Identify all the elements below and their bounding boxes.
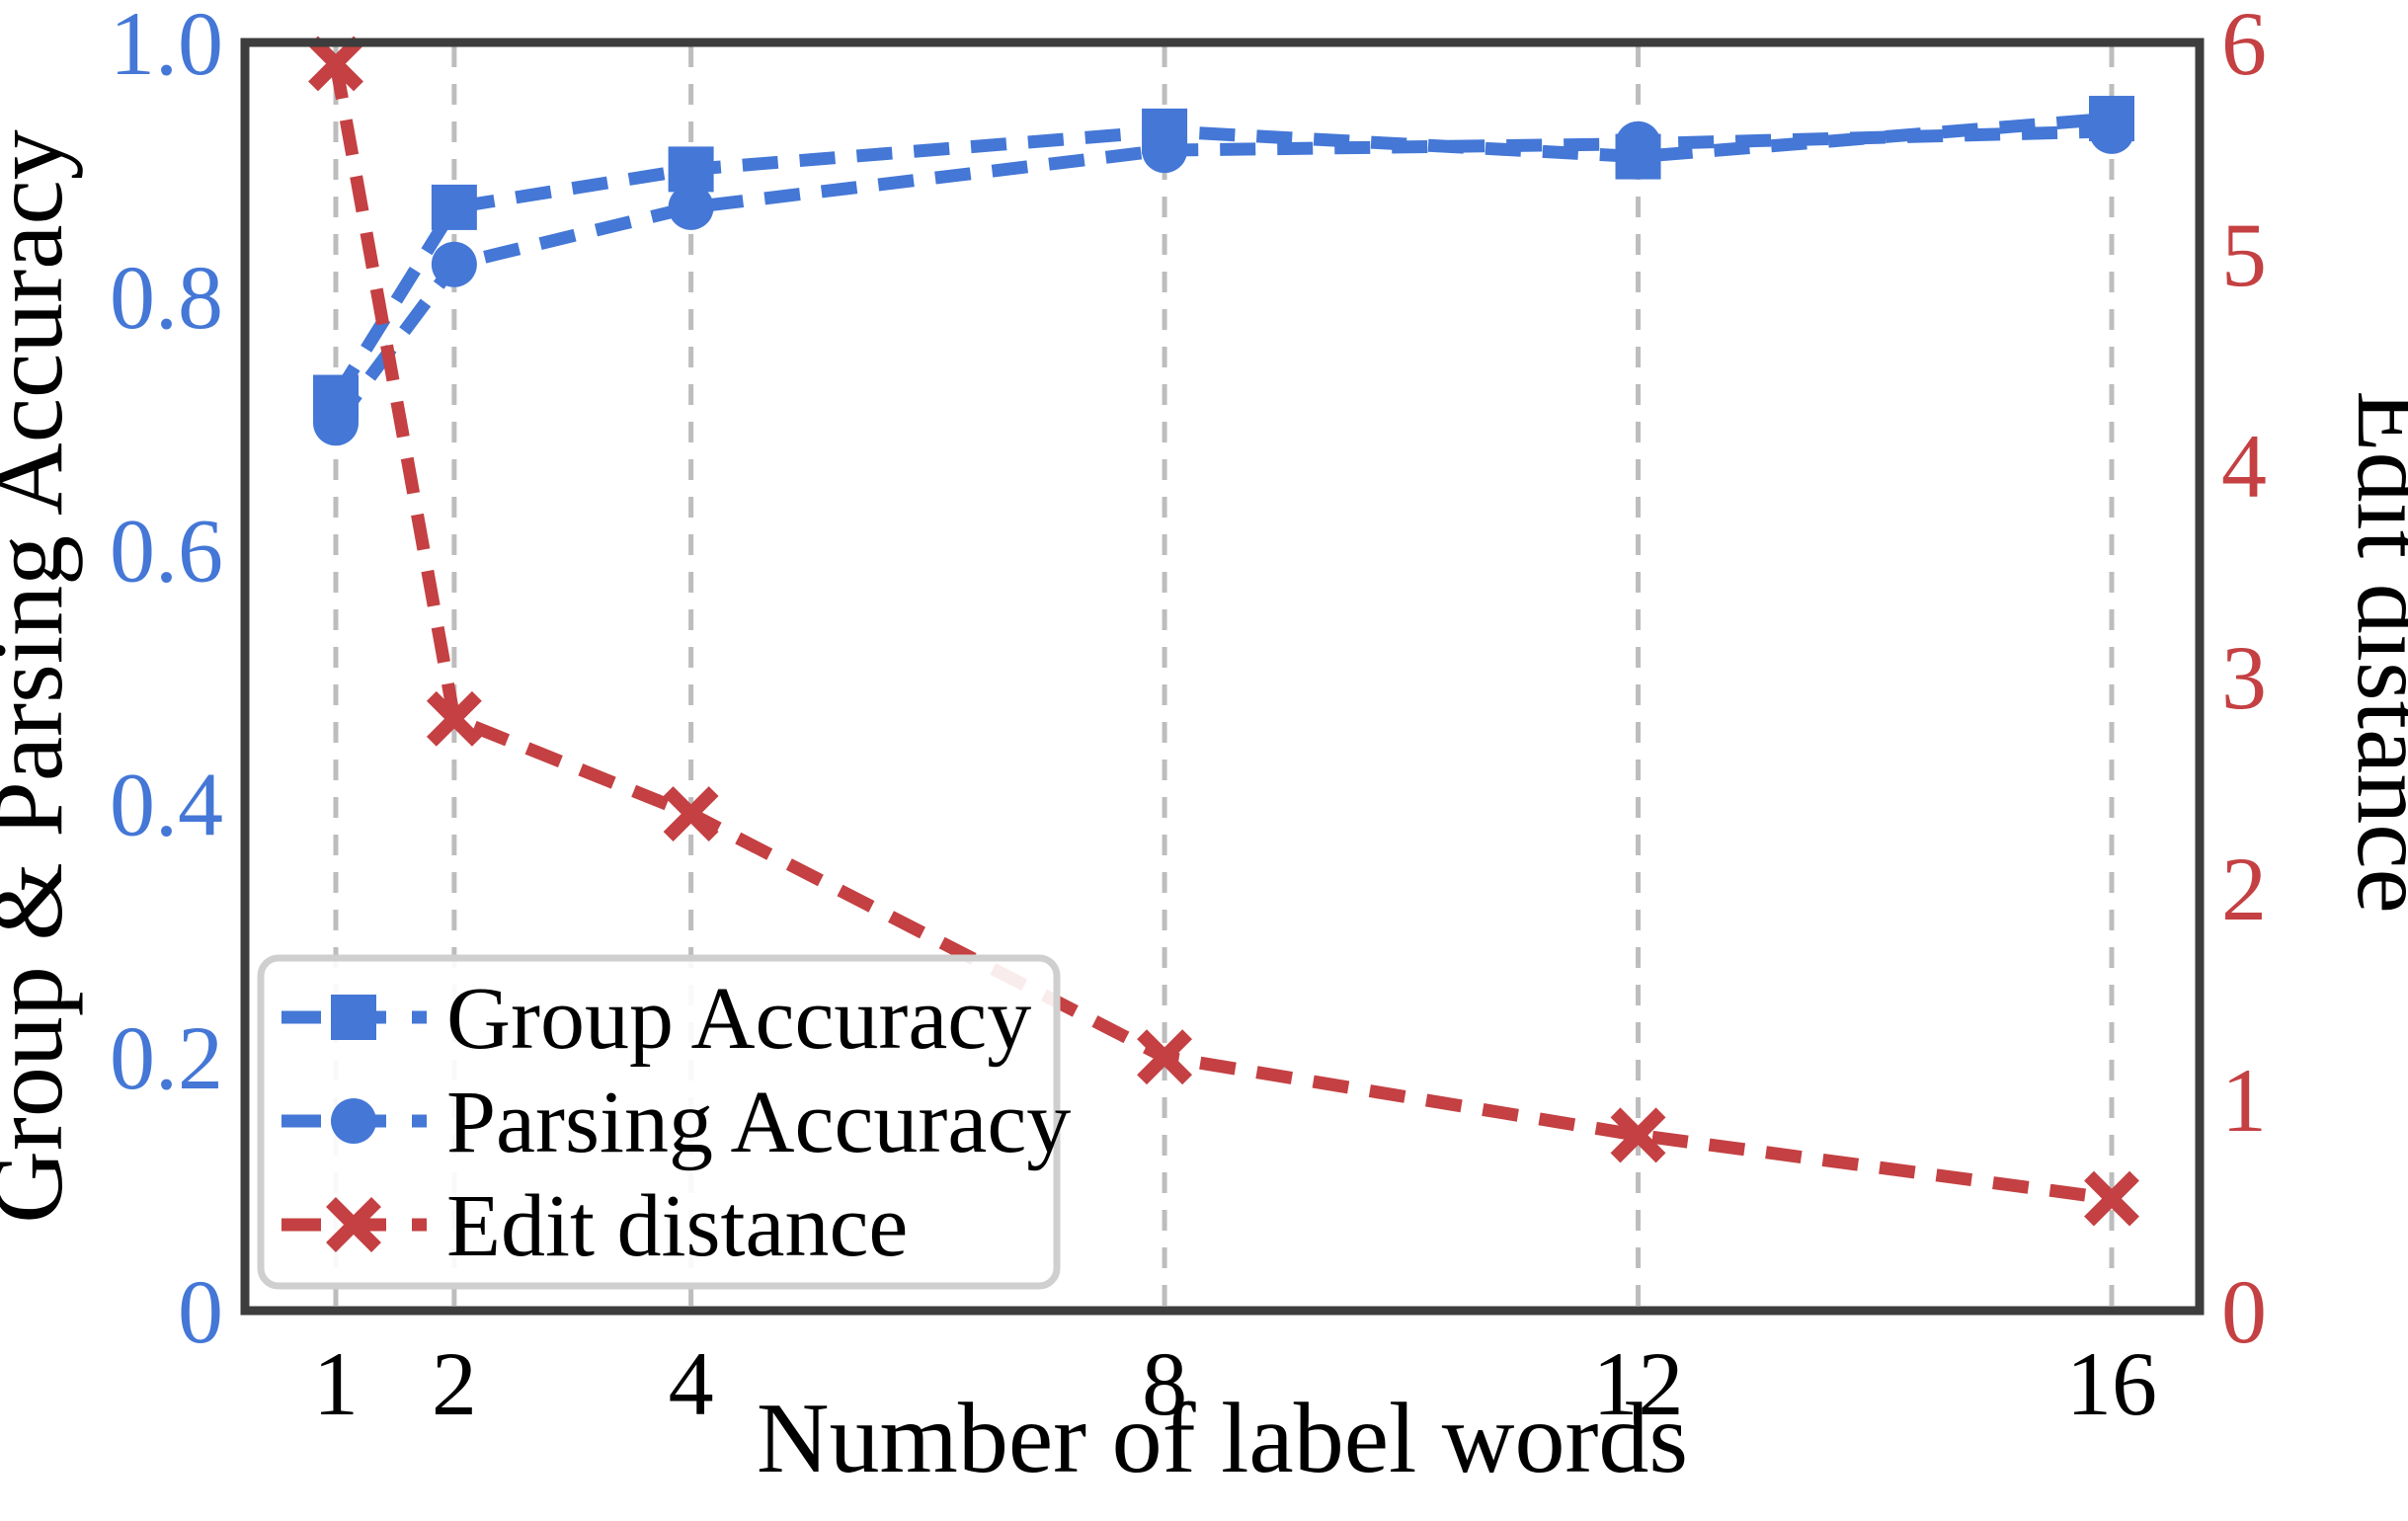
right-tick-1: 1 bbox=[2221, 1050, 2267, 1151]
plot-frame bbox=[240, 38, 2205, 1316]
right-tick-3: 3 bbox=[2221, 627, 2267, 728]
right-tick-5: 5 bbox=[2221, 204, 2267, 305]
legend-label-2: Edit distance bbox=[446, 1177, 908, 1275]
x-tick-1: 1 bbox=[313, 1333, 359, 1434]
edit-distance-marker-1 bbox=[308, 36, 363, 92]
left-tick-0.8: 0.8 bbox=[110, 247, 223, 348]
x-axis-label: Number of label words bbox=[757, 1383, 1688, 1494]
left-tick-0.2: 0.2 bbox=[110, 1007, 223, 1108]
legend-marker-square bbox=[331, 995, 376, 1040]
left-tick-1.0: 1.0 bbox=[110, 0, 223, 94]
legend-label-1: Parsing Accuracy bbox=[446, 1074, 1071, 1171]
parsing-accuracy-marker-4 bbox=[668, 184, 714, 230]
parsing-accuracy-line bbox=[330, 124, 2113, 428]
edit-distance-marker-12 bbox=[1610, 1107, 1666, 1163]
group-accuracy-marker-2 bbox=[431, 184, 477, 230]
x-tick-12: 12 bbox=[1593, 1333, 1684, 1434]
legend-marker-circle bbox=[331, 1098, 376, 1144]
left-axis-label: Group & Parsing Accuracy bbox=[0, 129, 84, 1224]
legend-label-0: Group Accuracy bbox=[446, 970, 1031, 1068]
x-tick-16: 16 bbox=[2066, 1333, 2157, 1434]
left-tick-0.6: 0.6 bbox=[110, 501, 223, 601]
x-tick-8: 8 bbox=[1142, 1333, 1187, 1434]
legend-marker-x bbox=[326, 1197, 381, 1252]
edit-distance-marker-8 bbox=[1137, 1029, 1193, 1085]
group-accuracy-marker-16 bbox=[2089, 96, 2134, 142]
x-tick-2: 2 bbox=[432, 1333, 477, 1434]
edit-distance-marker-16 bbox=[2084, 1170, 2139, 1227]
group-accuracy-marker-12 bbox=[1615, 133, 1661, 180]
edit-distance-marker-2 bbox=[426, 690, 482, 747]
right-tick-0: 0 bbox=[2221, 1261, 2267, 1362]
group-accuracy-line bbox=[330, 112, 2113, 401]
right-axis-label: Edit distance bbox=[2336, 390, 2408, 914]
left-tick-0.4: 0.4 bbox=[110, 754, 223, 854]
group-accuracy-marker-8 bbox=[1142, 108, 1188, 154]
x-tick-4: 4 bbox=[669, 1333, 714, 1434]
group-accuracy-marker-4 bbox=[668, 146, 714, 193]
left-tick-0: 0 bbox=[178, 1261, 223, 1362]
edit-distance-marker-4 bbox=[663, 786, 719, 842]
right-tick-6: 6 bbox=[2221, 0, 2267, 94]
right-tick-4: 4 bbox=[2221, 416, 2267, 517]
right-tick-2: 2 bbox=[2221, 839, 2267, 939]
parsing-accuracy-marker-2 bbox=[431, 241, 477, 287]
group-accuracy-marker-1 bbox=[313, 374, 359, 421]
edit-distance-line bbox=[329, 62, 2113, 1206]
legend-box bbox=[257, 954, 1061, 1290]
